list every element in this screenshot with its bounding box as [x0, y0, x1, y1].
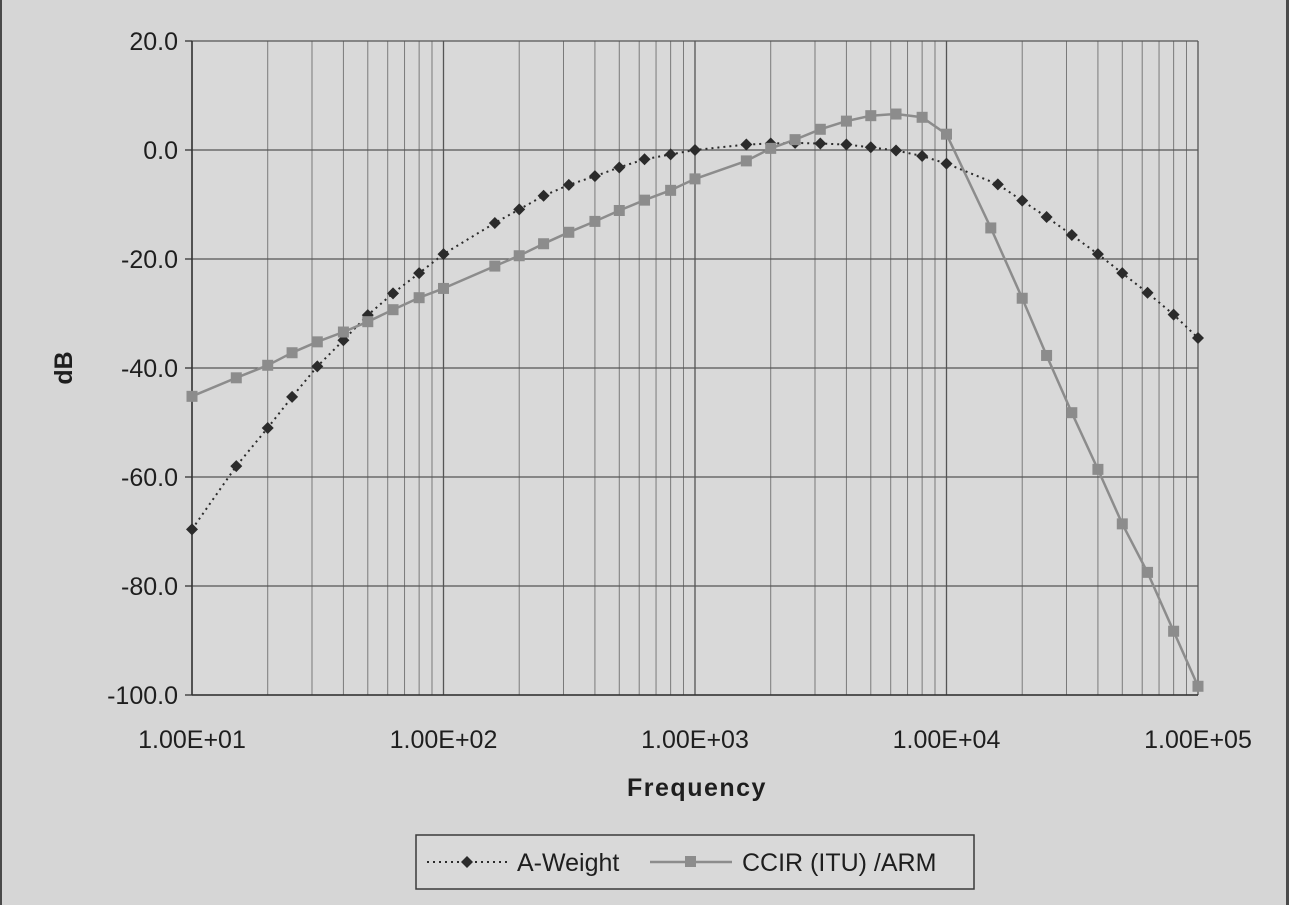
data-point-ccir-itu-arm [613, 204, 625, 216]
data-point-ccir-itu-arm [740, 155, 752, 167]
data-point-ccir-itu-arm [563, 226, 575, 238]
data-point-ccir-itu-arm [840, 115, 852, 127]
data-point-a-weight [1167, 308, 1180, 321]
data-point-ccir-itu-arm [230, 372, 242, 384]
data-point-a-weight [513, 203, 526, 216]
x-tick-label: 1.00E+01 [138, 726, 246, 754]
data-point-ccir-itu-arm [1192, 680, 1204, 692]
x-tick-label: 1.00E+02 [390, 726, 498, 754]
data-point-ccir-itu-arm [941, 128, 952, 140]
data-point-ccir-itu-arm [589, 215, 601, 227]
data-point-a-weight [230, 460, 243, 473]
data-point-a-weight [664, 148, 677, 161]
data-point-a-weight [488, 217, 501, 230]
data-point-ccir-itu-arm [689, 173, 701, 185]
data-point-ccir-itu-arm [513, 250, 525, 262]
data-point-ccir-itu-arm [985, 222, 997, 234]
data-point-a-weight [1116, 267, 1129, 280]
data-point-a-weight [562, 178, 575, 191]
data-point-a-weight [186, 523, 198, 536]
data-point-a-weight [1141, 286, 1154, 299]
tick-labels: 20.0 0.0 -20.0 -40.0 -60.0 -80.0 -100.0 1.00E+0… [107, 28, 1252, 754]
data-point-ccir-itu-arm [262, 359, 274, 371]
data-point-a-weight [537, 189, 550, 202]
data-point-ccir-itu-arm [765, 142, 777, 154]
data-point-a-weight [311, 360, 324, 373]
data-point-a-weight [1192, 332, 1204, 345]
data-point-ccir-itu-arm [1041, 349, 1053, 361]
data-point-ccir-itu-arm [1116, 518, 1128, 530]
data-point-ccir-itu-arm [1168, 625, 1180, 637]
data-point-a-weight [413, 267, 426, 280]
data-point-ccir-itu-arm [1142, 566, 1154, 578]
data-point-ccir-itu-arm [286, 347, 298, 359]
data-point-a-weight [916, 149, 929, 162]
legend-ccir-marker [685, 856, 696, 867]
data-point-ccir-itu-arm [1016, 292, 1028, 304]
data-point-ccir-itu-arm [916, 111, 928, 123]
data-point-ccir-itu-arm [362, 316, 374, 328]
data-point-ccir-itu-arm [413, 292, 425, 304]
x-tick-label: 1.00E+05 [1144, 726, 1252, 754]
data-point-ccir-itu-arm [186, 390, 198, 402]
x-tick-label: 1.00E+03 [641, 726, 749, 754]
data-point-a-weight [814, 137, 827, 150]
y-tick-label: -100.0 [107, 682, 178, 710]
y-tick-label: -80.0 [121, 573, 178, 601]
y-tick-label: -20.0 [121, 246, 178, 274]
x-axis-title: Frequency [627, 774, 767, 802]
data-point-ccir-itu-arm [387, 304, 399, 316]
data-point-a-weight [638, 153, 651, 166]
data-point-a-weight [613, 161, 626, 174]
data-point-ccir-itu-arm [337, 326, 349, 338]
y-tick-label: 20.0 [129, 28, 178, 56]
data-point-a-weight [890, 144, 903, 157]
data-point-a-weight [588, 170, 601, 183]
y-tick-label: 0.0 [143, 137, 178, 165]
legend-ccir-label: CCIR (ITU) /ARM [742, 849, 936, 877]
data-point-ccir-itu-arm [311, 336, 323, 348]
legend-a-weight-label: A-Weight [517, 849, 619, 877]
grid-lines [185, 40, 1199, 696]
data-point-ccir-itu-arm [789, 134, 801, 146]
data-point-a-weight [1091, 248, 1104, 261]
data-point-a-weight [1016, 194, 1029, 207]
data-point-a-weight [689, 144, 701, 156]
legend: A-Weight CCIR (ITU) /ARM [415, 834, 975, 890]
data-point-a-weight [740, 138, 753, 151]
y-tick-label: -60.0 [121, 464, 178, 492]
data-point-ccir-itu-arm [814, 123, 826, 135]
data-point-a-weight [1065, 229, 1078, 242]
data-point-ccir-itu-arm [538, 238, 550, 250]
data-point-a-weight [437, 248, 450, 261]
data-point-ccir-itu-arm [489, 260, 501, 272]
data-point-a-weight [940, 157, 953, 170]
y-tick-label: -40.0 [121, 355, 178, 383]
data-point-a-weight [991, 178, 1004, 191]
data-point-ccir-itu-arm [438, 282, 449, 294]
series-layer [186, 108, 1204, 692]
legend-a-weight-marker [461, 856, 473, 868]
data-point-a-weight [1040, 211, 1053, 224]
data-point-a-weight [261, 421, 274, 434]
x-tick-label: 1.00E+04 [893, 726, 1001, 754]
data-point-ccir-itu-arm [890, 108, 902, 120]
data-point-ccir-itu-arm [639, 194, 651, 206]
y-axis-title: dB [50, 351, 78, 384]
data-point-a-weight [840, 138, 853, 151]
data-point-a-weight [864, 141, 877, 154]
data-point-ccir-itu-arm [665, 184, 677, 196]
data-point-ccir-itu-arm [1066, 407, 1078, 419]
data-point-a-weight [387, 287, 400, 300]
data-point-ccir-itu-arm [865, 110, 877, 122]
data-point-a-weight [286, 390, 299, 403]
data-point-ccir-itu-arm [1092, 463, 1104, 475]
